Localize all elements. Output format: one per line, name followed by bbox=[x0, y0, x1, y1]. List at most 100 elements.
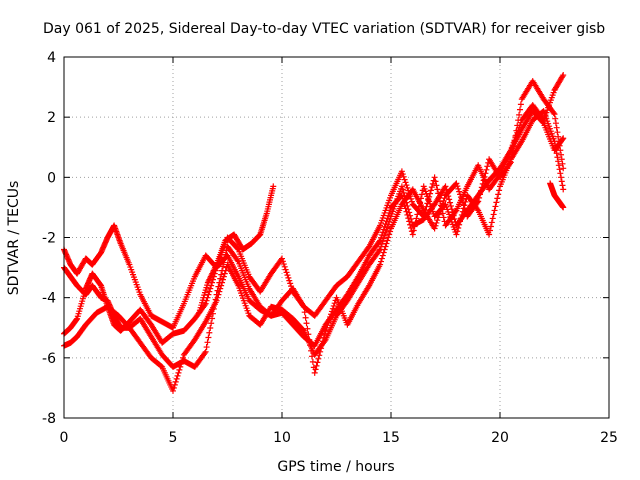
data-point bbox=[431, 225, 438, 232]
data-point bbox=[458, 196, 465, 203]
data-point bbox=[387, 216, 394, 223]
data-point bbox=[379, 238, 386, 245]
data-point bbox=[481, 173, 488, 180]
data-point bbox=[560, 186, 567, 193]
data-point bbox=[383, 218, 390, 225]
data-point bbox=[557, 170, 564, 177]
data-point bbox=[554, 129, 561, 136]
data-point bbox=[385, 221, 392, 228]
data-point bbox=[427, 187, 434, 194]
y-tick-label: -4 bbox=[42, 291, 56, 307]
data-point bbox=[171, 381, 178, 388]
data-point bbox=[331, 300, 338, 307]
data-point bbox=[436, 211, 443, 218]
data-point bbox=[489, 215, 496, 222]
data-point bbox=[448, 206, 455, 213]
data-point bbox=[380, 226, 387, 233]
data-point bbox=[409, 231, 416, 238]
series-track-3 bbox=[61, 78, 567, 376]
chart-title: Day 061 of 2025, Sidereal Day-to-day VTE… bbox=[43, 21, 605, 37]
data-point bbox=[508, 154, 515, 161]
data-point bbox=[410, 227, 417, 234]
data-point bbox=[386, 231, 393, 238]
data-point bbox=[553, 124, 560, 131]
data-point bbox=[406, 209, 413, 216]
data-point bbox=[203, 344, 210, 351]
data-point bbox=[327, 313, 334, 320]
data-point bbox=[399, 171, 406, 178]
data-point bbox=[457, 194, 464, 201]
data-point bbox=[378, 234, 385, 241]
data-point bbox=[177, 363, 184, 370]
data-point bbox=[550, 109, 557, 116]
data-point bbox=[321, 338, 328, 345]
data-point bbox=[179, 357, 186, 364]
data-point bbox=[558, 156, 565, 163]
data-point bbox=[279, 258, 286, 265]
data-point bbox=[490, 211, 497, 218]
data-point bbox=[407, 212, 414, 219]
data-point bbox=[387, 207, 394, 214]
data-point bbox=[555, 133, 562, 140]
data-point bbox=[554, 154, 561, 161]
data-point bbox=[462, 198, 469, 205]
data-point bbox=[560, 204, 567, 211]
data-point bbox=[491, 207, 498, 214]
data-point bbox=[440, 214, 447, 221]
data-point bbox=[219, 263, 226, 270]
data-point bbox=[386, 218, 393, 225]
data-point bbox=[443, 186, 450, 193]
data-point bbox=[303, 320, 310, 327]
data-point bbox=[403, 182, 410, 189]
data-point bbox=[434, 186, 441, 193]
data-point bbox=[401, 176, 408, 183]
data-point bbox=[222, 267, 229, 274]
data-layer bbox=[61, 72, 567, 394]
data-point bbox=[559, 160, 566, 167]
data-point bbox=[552, 120, 559, 127]
data-point bbox=[213, 297, 220, 304]
data-point bbox=[555, 138, 562, 145]
data-point bbox=[442, 183, 449, 190]
data-point bbox=[97, 281, 104, 288]
data-point bbox=[558, 174, 565, 181]
data-point bbox=[304, 325, 311, 332]
data-point bbox=[414, 211, 421, 218]
data-point bbox=[432, 222, 439, 229]
data-point bbox=[384, 215, 391, 222]
data-point bbox=[178, 360, 185, 367]
data-point bbox=[300, 303, 307, 310]
x-tick-label: 0 bbox=[60, 430, 69, 446]
data-point bbox=[219, 279, 226, 286]
data-point bbox=[172, 378, 179, 385]
data-point bbox=[516, 111, 523, 118]
data-point bbox=[378, 258, 385, 265]
data-point bbox=[220, 273, 227, 280]
data-point bbox=[234, 257, 241, 264]
data-point bbox=[415, 207, 422, 214]
data-point bbox=[301, 309, 308, 316]
data-point bbox=[494, 195, 501, 202]
data-point bbox=[400, 189, 407, 196]
data-point bbox=[454, 228, 461, 235]
data-point bbox=[488, 219, 495, 226]
data-point bbox=[487, 223, 494, 230]
data-point bbox=[493, 199, 500, 206]
data-point bbox=[401, 193, 408, 200]
data-point bbox=[311, 369, 318, 376]
data-point bbox=[221, 270, 228, 277]
x-tick-labels: 0 5 10 15 20 25 bbox=[60, 430, 618, 446]
data-point bbox=[560, 165, 567, 172]
data-point bbox=[407, 215, 414, 222]
data-point bbox=[551, 111, 558, 118]
data-point bbox=[558, 151, 565, 158]
data-point bbox=[439, 200, 446, 207]
data-point bbox=[170, 384, 177, 391]
y-tick-label: 4 bbox=[47, 50, 56, 66]
data-point bbox=[381, 232, 388, 239]
data-point bbox=[202, 348, 209, 355]
data-point bbox=[175, 369, 182, 376]
data-point bbox=[204, 339, 211, 346]
data-point bbox=[453, 180, 460, 187]
